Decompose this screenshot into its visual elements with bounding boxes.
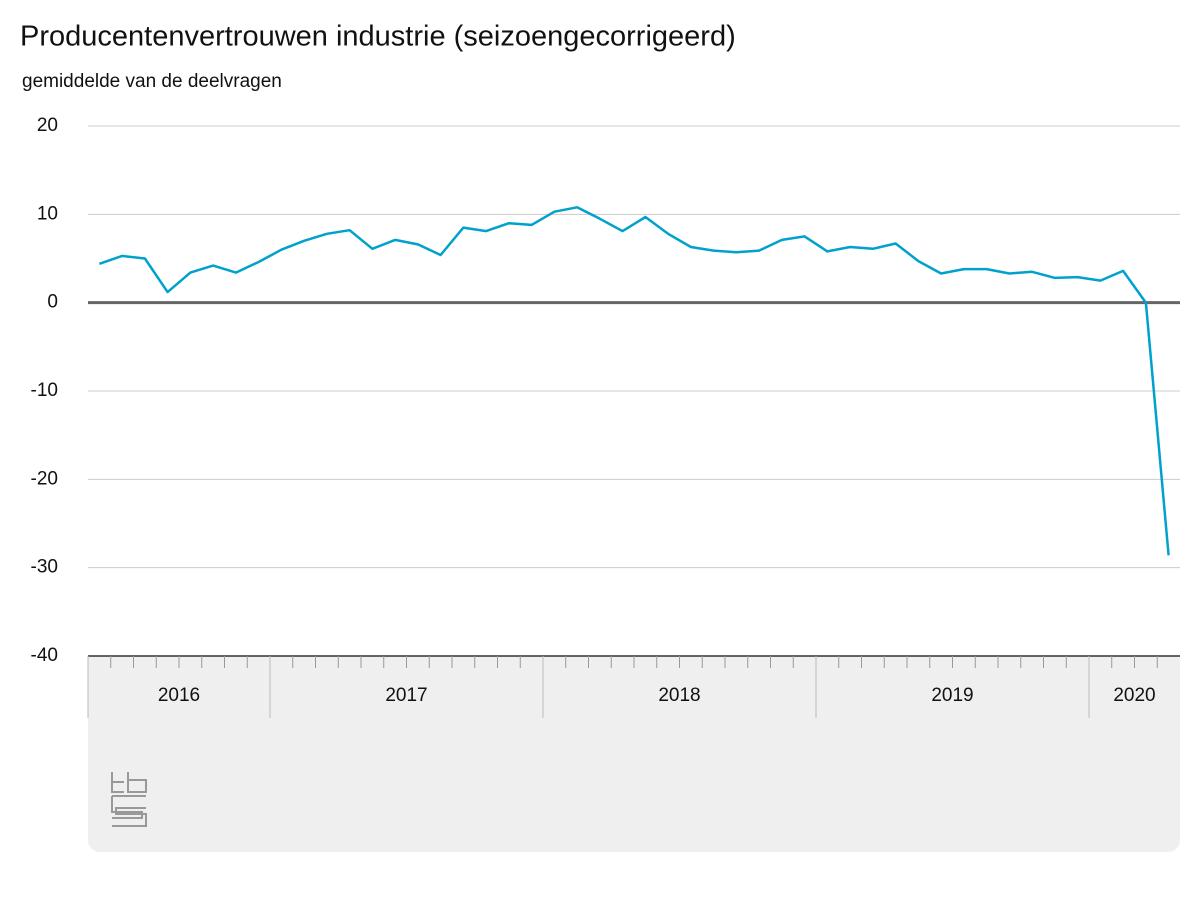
data-line — [98, 206, 1170, 556]
chart-title: Producentenvertrouwen industrie (seizoen… — [20, 21, 736, 53]
y-tick-label: 0 — [47, 292, 58, 313]
y-tick-label: -10 — [31, 380, 58, 401]
x-group-label: 2017 — [385, 685, 427, 706]
y-tick-label: 20 — [37, 115, 58, 136]
chart-subtitle: gemiddelde van de deelvragen — [22, 71, 282, 92]
y-tick-label: -30 — [31, 557, 58, 578]
x-group-label: 2018 — [658, 685, 700, 706]
x-group-label: 2020 — [1113, 685, 1155, 706]
axis-panel — [88, 656, 1180, 852]
x-group-label: 2019 — [931, 685, 973, 706]
y-tick-label: -40 — [31, 645, 58, 666]
cbs-logo — [111, 772, 147, 827]
y-tick-label: 10 — [37, 203, 58, 224]
y-tick-label: -20 — [31, 468, 58, 489]
x-group-label: 2016 — [158, 685, 200, 706]
